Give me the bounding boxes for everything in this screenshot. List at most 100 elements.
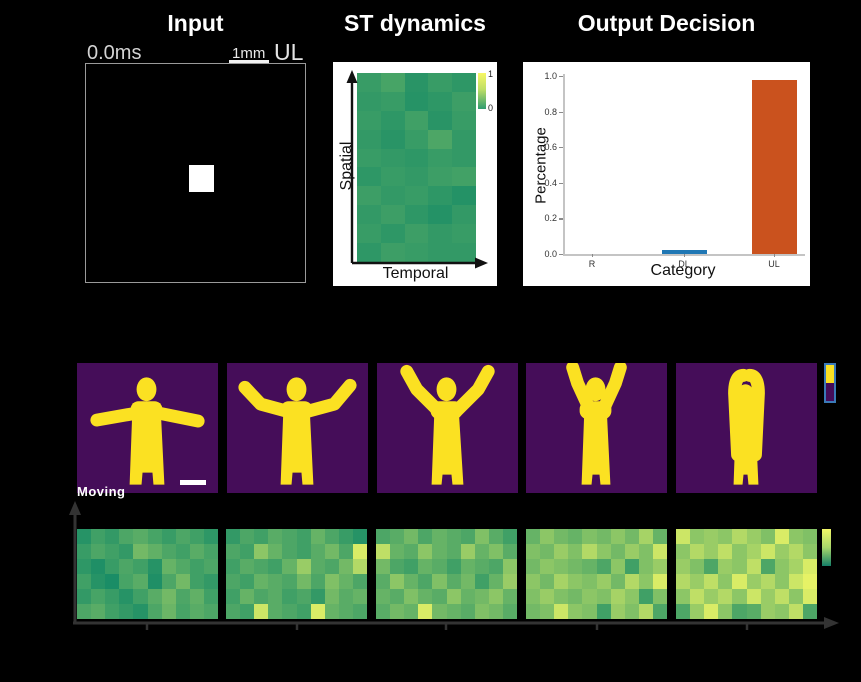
- heatmap-cell: [690, 604, 705, 619]
- y-tick-mark: [559, 218, 563, 220]
- heatmap-cell: [203, 544, 218, 559]
- heatmap-cell: [428, 205, 453, 225]
- heatmap-cell: [404, 589, 419, 604]
- heatmap-cell: [296, 589, 311, 604]
- heatmap-cell: [418, 559, 433, 574]
- heatmap-cell: [610, 604, 625, 619]
- heatmap-cell: [203, 589, 218, 604]
- heatmap-cell: [526, 544, 541, 559]
- heatmap-cell: [582, 604, 597, 619]
- heatmap-cell: [147, 529, 162, 544]
- heatmap-cell: [254, 604, 269, 619]
- heatmap-cell: [746, 559, 761, 574]
- heatmap-cell: [119, 589, 134, 604]
- heatmap-cell: [428, 129, 453, 149]
- heatmap-cell: [554, 574, 569, 589]
- heatmap-cell: [91, 544, 106, 559]
- heatmap-cell: [404, 129, 429, 149]
- heatmap-cell: [357, 73, 381, 92]
- temporal-map-1: [77, 529, 218, 619]
- heatmap-cell: [133, 604, 148, 619]
- x-tick-label-dl: DL: [678, 259, 690, 269]
- y-tick-mark: [559, 182, 563, 184]
- heatmap-cell: [788, 589, 803, 604]
- heatmap-cell: [718, 574, 733, 589]
- heatmap-cell: [746, 604, 761, 619]
- heatmap-cell: [460, 604, 475, 619]
- heatmap-cell: [540, 544, 555, 559]
- heatmap-cell: [418, 589, 433, 604]
- heatmap-cell: [105, 559, 120, 574]
- temporal-map-2: [226, 529, 367, 619]
- heatmap-cell: [610, 559, 625, 574]
- heatmap-cell: [760, 559, 775, 574]
- y-tick-label: 0.6: [544, 142, 557, 153]
- heatmap-cell: [404, 73, 429, 92]
- time-axis: [73, 545, 839, 630]
- heatmap-cell: [452, 148, 476, 168]
- heatmap-cell: [418, 544, 433, 559]
- output-decision-title: Output Decision: [577, 10, 756, 36]
- heatmap-cell: [526, 589, 541, 604]
- heatmap-cell: [119, 544, 134, 559]
- st-dynamics-title: ST dynamics: [344, 10, 486, 36]
- heatmap-cell: [732, 574, 747, 589]
- heatmap-cell: [324, 574, 339, 589]
- x-tick-label-ul: UL: [768, 259, 780, 269]
- frame-scale-bar: [180, 480, 206, 485]
- st-dynamics-panel: Spatial Temporal 1 0: [333, 62, 497, 286]
- heatmap-cell: [296, 604, 311, 619]
- heatmap-cell: [357, 205, 381, 225]
- heatmap-cell: [296, 559, 311, 574]
- heatmap-cell: [352, 604, 367, 619]
- heatmap-cell: [268, 529, 283, 544]
- heatmap-cell: [690, 559, 705, 574]
- y-tick-label: 0.2: [544, 213, 557, 224]
- heatmap-cell: [390, 529, 405, 544]
- heatmap-cell: [788, 529, 803, 544]
- heatmap-cell: [91, 604, 106, 619]
- heatmap-cell: [161, 529, 176, 544]
- heatmap-cell: [418, 574, 433, 589]
- silhouette-arms-raising-low: [238, 377, 357, 485]
- heatmap-cell: [760, 529, 775, 544]
- heatmap-cell: [380, 224, 405, 244]
- heatmap-cell: [460, 574, 475, 589]
- time-axis-ticks: [145, 623, 749, 630]
- heatmap-cell: [540, 589, 555, 604]
- heatmap-cell: [718, 604, 733, 619]
- heatmap-cell: [690, 529, 705, 544]
- heatmap-cell: [676, 589, 691, 604]
- heatmap-cell: [582, 529, 597, 544]
- heatmap-cell: [376, 529, 391, 544]
- heatmap-cell: [452, 243, 476, 262]
- stimulus-square: [189, 165, 214, 192]
- heatmap-cell: [718, 559, 733, 574]
- heatmap-cell: [554, 559, 569, 574]
- heatmap-cell: [390, 544, 405, 559]
- heatmap-cell: [718, 589, 733, 604]
- bar-dl: [661, 250, 707, 254]
- heatmap-cell: [404, 148, 429, 168]
- heatmap-cell: [488, 559, 503, 574]
- heatmap-cell: [91, 529, 106, 544]
- heatmap-cell: [446, 559, 461, 574]
- heatmap-cell: [638, 589, 653, 604]
- heatmap-cell: [690, 589, 705, 604]
- heatmap-cell: [338, 529, 353, 544]
- heatmap-cell: [161, 544, 176, 559]
- heatmap-cell: [474, 589, 489, 604]
- heatmap-cell: [310, 529, 325, 544]
- heatmap-cell: [432, 604, 447, 619]
- heatmap-cell: [774, 589, 789, 604]
- heatmap-cell: [77, 529, 92, 544]
- heatmap-cell: [404, 529, 419, 544]
- heatmap-cell: [704, 589, 719, 604]
- heatmap-cell: [390, 589, 405, 604]
- heatmap-cell: [690, 574, 705, 589]
- heatmap-cell: [404, 110, 429, 130]
- legend-on-color: [826, 365, 834, 383]
- heatmap-cell: [226, 544, 241, 559]
- heatmap-cell: [502, 544, 517, 559]
- heatmap-cell: [91, 574, 106, 589]
